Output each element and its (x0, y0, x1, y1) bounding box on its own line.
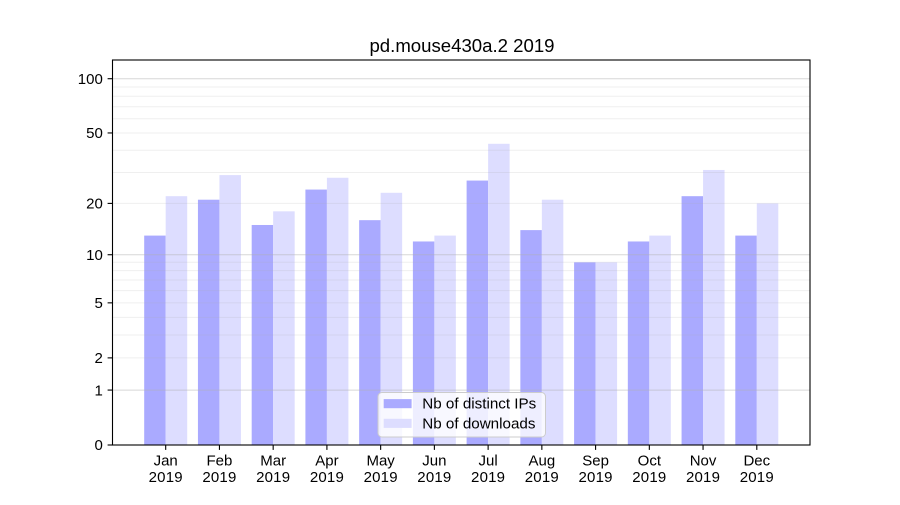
svg-text:2019: 2019 (579, 469, 613, 486)
svg-text:2019: 2019 (632, 469, 666, 486)
svg-text:100: 100 (78, 71, 103, 88)
svg-text:1: 1 (94, 382, 102, 399)
svg-text:Sep: Sep (582, 452, 609, 469)
svg-text:Apr: Apr (315, 452, 338, 469)
svg-text:Nov: Nov (690, 452, 717, 469)
svg-text:2019: 2019 (149, 469, 183, 486)
svg-text:5: 5 (94, 295, 102, 312)
svg-text:Nb of distinct IPs: Nb of distinct IPs (422, 396, 536, 413)
svg-text:2019: 2019 (471, 469, 505, 486)
svg-text:0: 0 (94, 437, 102, 454)
svg-text:2019: 2019 (202, 469, 236, 486)
svg-text:Mar: Mar (260, 452, 286, 469)
svg-text:10: 10 (86, 247, 103, 264)
svg-text:2019: 2019 (686, 469, 720, 486)
svg-text:2019: 2019 (740, 469, 774, 486)
svg-text:pd.mouse430a.2 2019: pd.mouse430a.2 2019 (369, 35, 554, 56)
svg-text:2: 2 (94, 350, 102, 367)
svg-text:2019: 2019 (256, 469, 290, 486)
svg-text:2019: 2019 (525, 469, 559, 486)
svg-text:Feb: Feb (207, 452, 233, 469)
svg-text:50: 50 (86, 125, 103, 142)
svg-text:Dec: Dec (743, 452, 770, 469)
svg-text:2019: 2019 (310, 469, 344, 486)
svg-text:Oct: Oct (638, 452, 662, 469)
svg-text:20: 20 (86, 196, 103, 213)
svg-text:Jan: Jan (154, 452, 178, 469)
svg-text:May: May (366, 452, 395, 469)
svg-text:Nb of downloads: Nb of downloads (422, 416, 536, 433)
svg-text:2019: 2019 (417, 469, 451, 486)
svg-text:Aug: Aug (528, 452, 555, 469)
svg-text:Jun: Jun (422, 452, 446, 469)
svg-text:Jul: Jul (479, 452, 498, 469)
svg-text:2019: 2019 (364, 469, 398, 486)
